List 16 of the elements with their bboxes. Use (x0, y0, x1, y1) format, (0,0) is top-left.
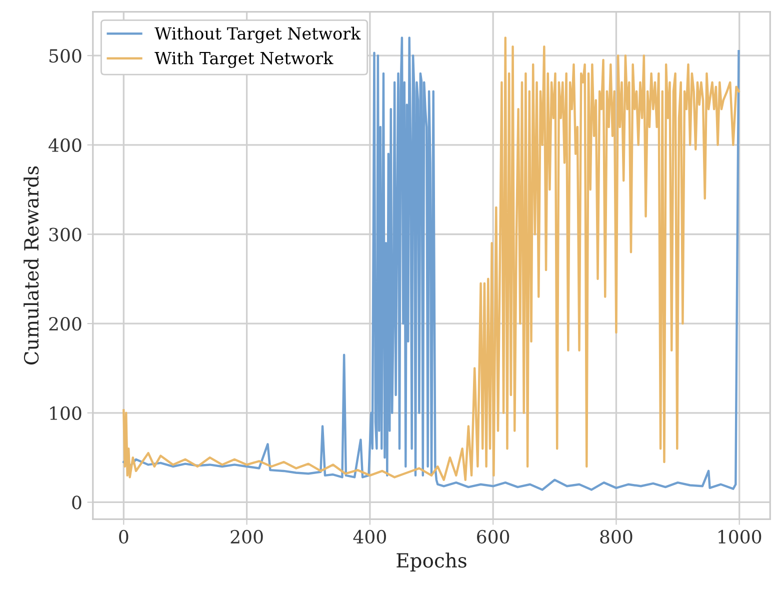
y-axis-title: Cumulated Rewards (24, 166, 39, 365)
y-tick-label: 400 (48, 138, 82, 152)
y-tick-label: 500 (50, 49, 82, 63)
x-tick-label: 400 (353, 530, 386, 544)
x-tick-label: 800 (600, 530, 632, 544)
x-tick-label: 0 (119, 530, 128, 544)
y-tick-label: 300 (49, 228, 82, 242)
legend-label: Without Target Network (154, 26, 361, 44)
y-tick-label: 100 (50, 406, 82, 420)
x-tick-label: 200 (230, 530, 263, 544)
x-axis-title: Epochs (396, 552, 466, 572)
x-tick-label: 600 (477, 530, 510, 544)
y-tick-label: 200 (49, 317, 82, 331)
legend-label: With Target Network (154, 52, 334, 68)
y-tick-label: 0 (72, 496, 82, 510)
x-tick-label: 1000 (718, 530, 762, 544)
